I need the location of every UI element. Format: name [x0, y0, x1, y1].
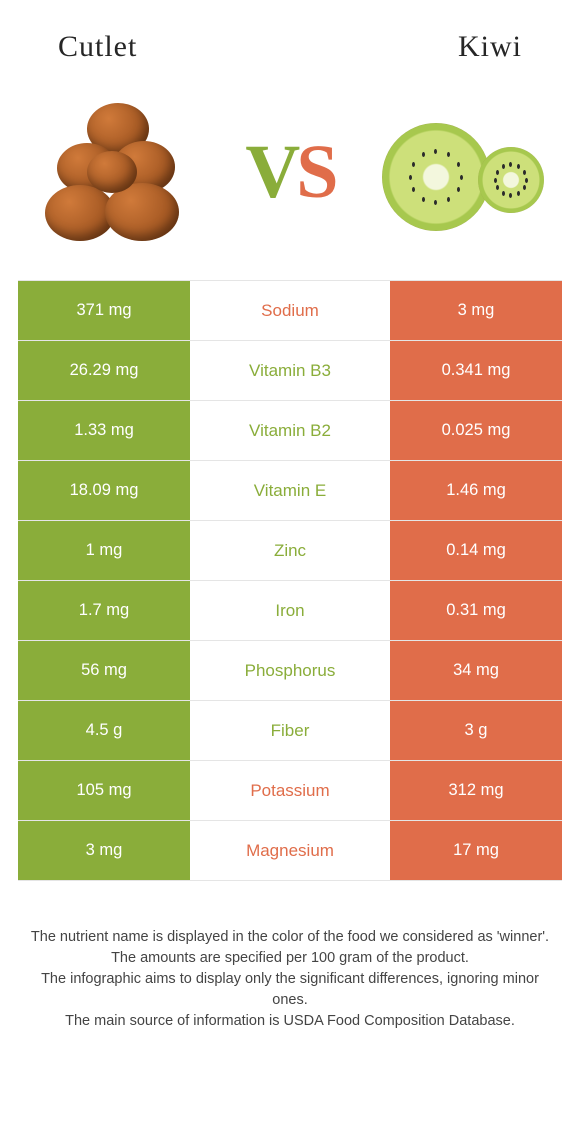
right-food-image: [382, 92, 542, 252]
left-value: 26.29 mg: [18, 341, 190, 400]
footer-line: The main source of information is USDA F…: [26, 1011, 554, 1032]
right-value: 3 mg: [390, 281, 562, 340]
nutrient-label: Phosphorus: [190, 641, 390, 700]
left-food-image: [38, 92, 198, 252]
left-food-title: Cutlet: [58, 30, 137, 64]
nutrient-label: Vitamin B2: [190, 401, 390, 460]
nutrient-row: 26.29 mgVitamin B30.341 mg: [18, 341, 562, 401]
nutrient-table: 371 mgSodium3 mg26.29 mgVitamin B30.341 …: [18, 280, 562, 881]
nutrient-row: 1 mgZinc0.14 mg: [18, 521, 562, 581]
right-value: 17 mg: [390, 821, 562, 880]
footer-line: The nutrient name is displayed in the co…: [26, 927, 554, 948]
left-value: 105 mg: [18, 761, 190, 820]
nutrient-row: 3 mgMagnesium17 mg: [18, 821, 562, 881]
right-value: 0.025 mg: [390, 401, 562, 460]
left-value: 1.7 mg: [18, 581, 190, 640]
nutrient-row: 105 mgPotassium312 mg: [18, 761, 562, 821]
footer-line: The amounts are specified per 100 gram o…: [26, 948, 554, 969]
vs-label: VS: [245, 129, 334, 216]
footer-line: The infographic aims to display only the…: [26, 969, 554, 1011]
nutrient-row: 371 mgSodium3 mg: [18, 281, 562, 341]
right-value: 0.14 mg: [390, 521, 562, 580]
nutrient-label: Magnesium: [190, 821, 390, 880]
nutrient-label: Vitamin E: [190, 461, 390, 520]
left-value: 56 mg: [18, 641, 190, 700]
cutlet-icon: [43, 97, 193, 247]
right-value: 0.31 mg: [390, 581, 562, 640]
left-value: 4.5 g: [18, 701, 190, 760]
nutrient-row: 18.09 mgVitamin E1.46 mg: [18, 461, 562, 521]
right-value: 34 mg: [390, 641, 562, 700]
nutrient-label: Sodium: [190, 281, 390, 340]
left-value: 18.09 mg: [18, 461, 190, 520]
right-value: 312 mg: [390, 761, 562, 820]
hero-row: VS: [18, 82, 562, 280]
vs-s: S: [296, 130, 334, 214]
nutrient-label: Iron: [190, 581, 390, 640]
left-value: 1.33 mg: [18, 401, 190, 460]
nutrient-label: Fiber: [190, 701, 390, 760]
nutrient-row: 1.7 mgIron0.31 mg: [18, 581, 562, 641]
nutrient-row: 1.33 mgVitamin B20.025 mg: [18, 401, 562, 461]
left-value: 3 mg: [18, 821, 190, 880]
nutrient-label: Potassium: [190, 761, 390, 820]
nutrient-row: 56 mgPhosphorus34 mg: [18, 641, 562, 701]
right-value: 3 g: [390, 701, 562, 760]
vs-v: V: [245, 130, 296, 214]
left-value: 1 mg: [18, 521, 190, 580]
right-value: 1.46 mg: [390, 461, 562, 520]
nutrient-row: 4.5 gFiber3 g: [18, 701, 562, 761]
title-row: Cutlet Kiwi: [18, 0, 562, 82]
footer-notes: The nutrient name is displayed in the co…: [18, 881, 562, 1032]
left-value: 371 mg: [18, 281, 190, 340]
kiwi-icon: [382, 97, 542, 247]
right-food-title: Kiwi: [458, 30, 522, 64]
nutrient-label: Vitamin B3: [190, 341, 390, 400]
nutrient-label: Zinc: [190, 521, 390, 580]
right-value: 0.341 mg: [390, 341, 562, 400]
